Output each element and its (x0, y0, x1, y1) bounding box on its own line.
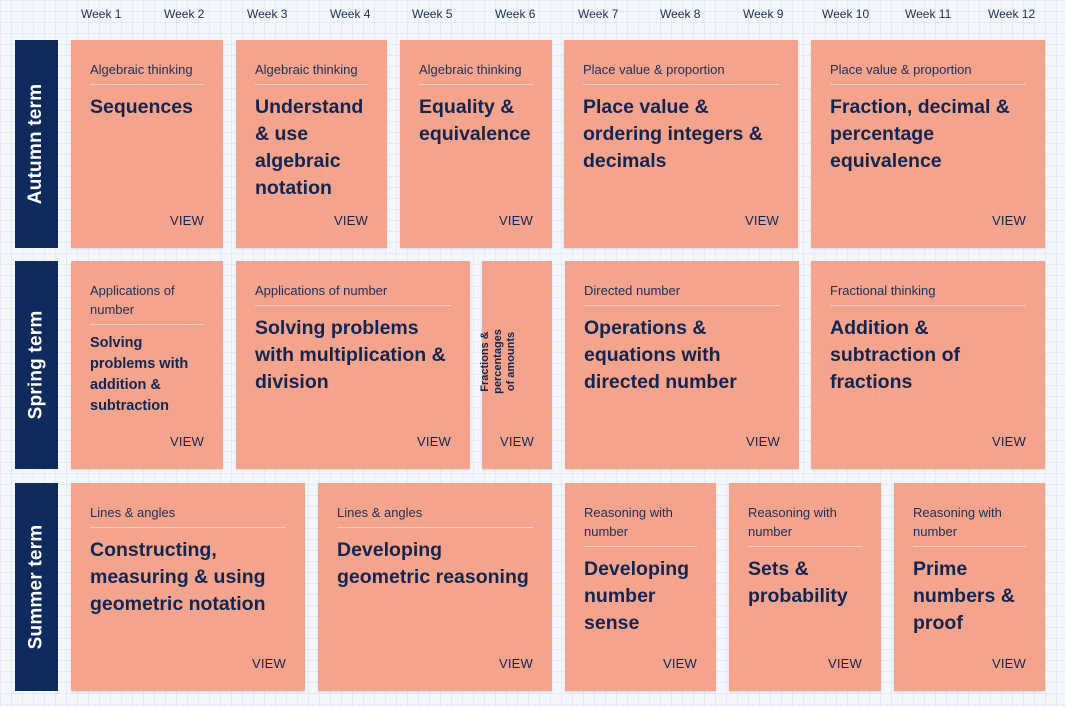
week-label: Week 8 (660, 7, 701, 21)
unit-card-fraction-decimal-percentage[interactable]: Place value & proportion Fraction, decim… (811, 40, 1045, 248)
unit-title: Equality & equivalence (419, 96, 531, 145)
view-link[interactable]: VIEW (333, 213, 368, 228)
unit-title: Solving problems with addition & subtrac… (90, 335, 189, 414)
unit-category: Reasoning with number (913, 503, 1026, 547)
unit-card-number-sense[interactable]: Reasoning with number Developing number … (565, 483, 716, 691)
unit-title: Fraction, decimal & percentage equivalen… (830, 96, 1010, 172)
unit-title: Understand & use algebraic notation (255, 96, 364, 199)
unit-card-multiplication-division[interactable]: Applications of number Solving problems … (236, 261, 470, 469)
week-label: Week 3 (247, 7, 288, 21)
week-label: Week 1 (81, 7, 122, 21)
unit-category: Applications of number (90, 281, 204, 325)
term-label-text: Autumn term (25, 83, 47, 205)
view-link[interactable]: VIEW (991, 213, 1026, 228)
unit-category: Place value & proportion (830, 60, 1026, 85)
week-label: Week 2 (164, 7, 205, 21)
unit-category: Fractional thinking (830, 281, 1026, 306)
view-link[interactable]: VIEW (498, 213, 533, 228)
view-link[interactable]: VIEW (416, 434, 451, 449)
week-label: Week 4 (330, 7, 371, 21)
unit-card-fractions-percentages[interactable]: Fractions & percentages of amounts VIEW (479, 261, 552, 469)
term-label-spring: Spring term (15, 261, 58, 469)
view-link[interactable]: VIEW (169, 434, 204, 449)
view-link[interactable]: VIEW (827, 656, 862, 671)
unit-card-prime-numbers[interactable]: Reasoning with number Prime numbers & pr… (894, 483, 1045, 691)
unit-card-sequences[interactable]: Algebraic thinking Sequences VIEW (71, 40, 223, 248)
unit-card-equality-equivalence[interactable]: Algebraic thinking Equality & equivalenc… (400, 40, 552, 248)
term-label-text: Spring term (25, 310, 47, 420)
view-link[interactable]: VIEW (991, 656, 1026, 671)
unit-title: Constructing, measuring & using geometri… (90, 539, 266, 615)
unit-title-rotated: Fractions & percentages of amounts (479, 261, 517, 461)
unit-card-geometric-reasoning[interactable]: Lines & angles Developing geometric reas… (318, 483, 552, 691)
unit-title: Sequences (90, 96, 193, 118)
unit-card-geometric-notation[interactable]: Lines & angles Constructing, measuring &… (71, 483, 305, 691)
week-label: Week 5 (412, 7, 453, 21)
week-label: Week 11 (905, 7, 952, 21)
unit-category: Lines & angles (337, 503, 533, 528)
unit-category: Directed number (584, 281, 780, 306)
unit-category: Place value & proportion (583, 60, 779, 85)
week-label: Week 7 (578, 7, 619, 21)
week-label: Week 10 (822, 7, 870, 21)
unit-card-algebraic-notation[interactable]: Algebraic thinking Understand & use alge… (236, 40, 387, 248)
unit-title: Developing number sense (584, 558, 690, 634)
week-label: Week 12 (988, 7, 1036, 21)
unit-category: Algebraic thinking (419, 60, 533, 85)
week-label: Week 6 (495, 7, 536, 21)
unit-category: Reasoning with number (748, 503, 862, 547)
unit-category: Algebraic thinking (255, 60, 368, 85)
unit-category: Reasoning with number (584, 503, 697, 547)
unit-category: Lines & angles (90, 503, 286, 528)
unit-title: Operations & equations with directed num… (584, 317, 737, 393)
unit-title: Place value & ordering integers & decima… (583, 96, 763, 172)
view-link[interactable]: VIEW (744, 213, 779, 228)
unit-title: Sets & probability (748, 558, 848, 607)
unit-card-fractions-add-sub[interactable]: Fractional thinking Addition & subtracti… (811, 261, 1045, 469)
view-link[interactable]: VIEW (745, 434, 780, 449)
unit-category: Algebraic thinking (90, 60, 204, 85)
unit-category: Applications of number (255, 281, 451, 306)
unit-card-sets-probability[interactable]: Reasoning with number Sets & probability… (729, 483, 881, 691)
unit-title: Addition & subtraction of fractions (830, 317, 960, 393)
week-label: Week 9 (743, 7, 784, 21)
view-link[interactable]: VIEW (498, 656, 533, 671)
view-link[interactable]: VIEW (251, 656, 286, 671)
unit-title: Prime numbers & proof (913, 558, 1015, 634)
term-label-text: Summer term (25, 524, 47, 650)
unit-card-directed-number[interactable]: Directed number Operations & equations w… (565, 261, 799, 469)
term-label-autumn: Autumn term (15, 40, 58, 248)
view-link[interactable]: VIEW (662, 656, 697, 671)
term-label-summer: Summer term (15, 483, 58, 691)
unit-title: Developing geometric reasoning (337, 539, 529, 588)
unit-card-addition-subtraction[interactable]: Applications of number Solving problems … (71, 261, 223, 469)
unit-card-place-value[interactable]: Place value & proportion Place value & o… (564, 40, 798, 248)
unit-title: Solving problems with multiplication & d… (255, 317, 446, 393)
view-link[interactable]: VIEW (991, 434, 1026, 449)
view-link[interactable]: VIEW (169, 213, 204, 228)
unit-title: Fractions & percentages of amounts (478, 328, 517, 394)
view-link[interactable]: VIEW (499, 434, 534, 449)
